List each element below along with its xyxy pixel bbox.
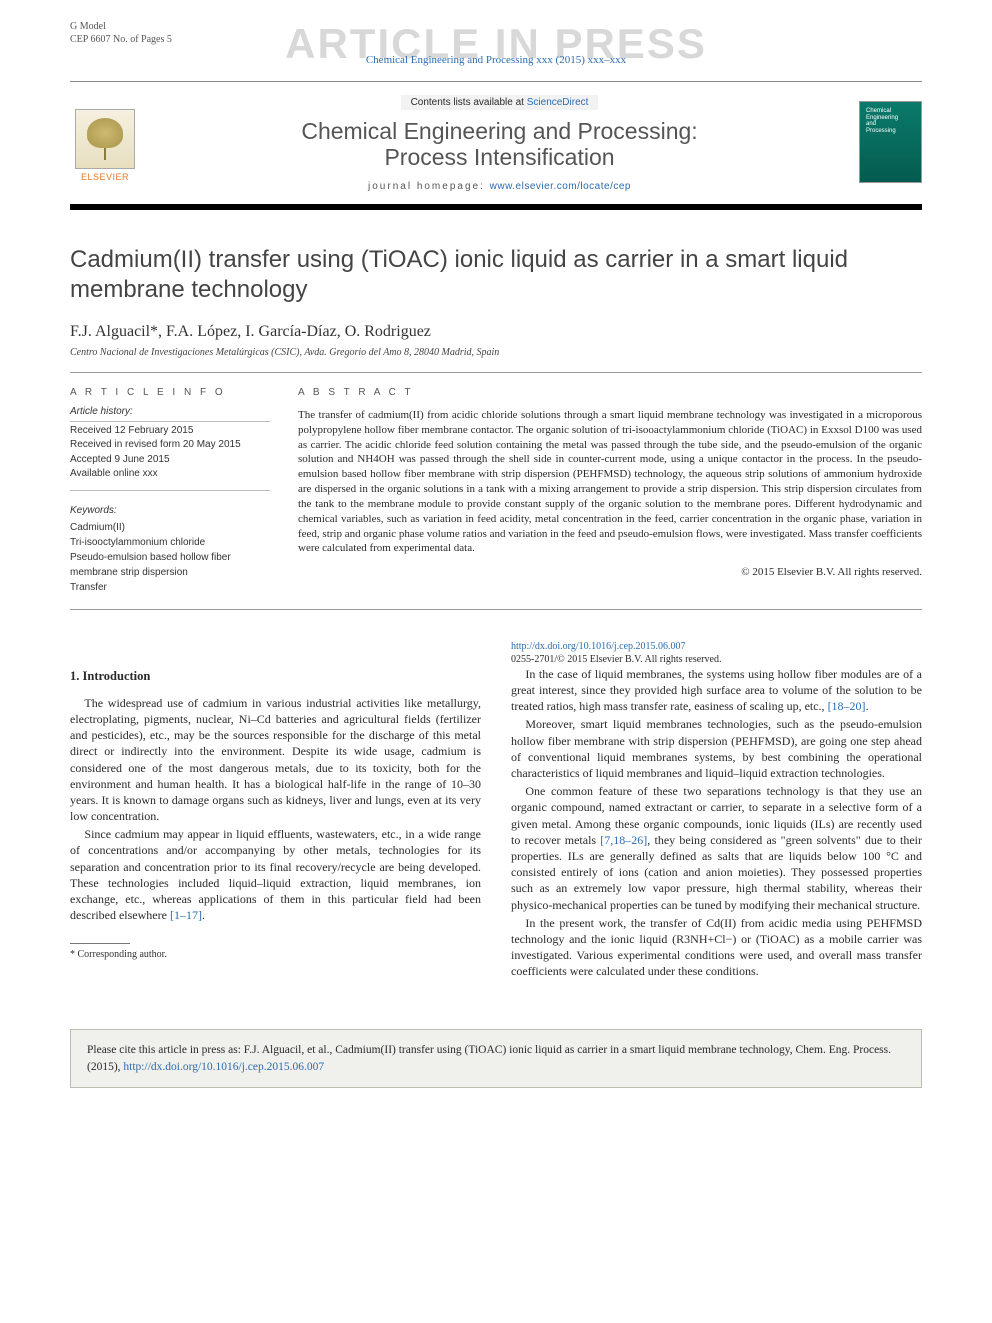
article-info-heading: A R T I C L E I N F O bbox=[70, 387, 270, 398]
ref-link[interactable]: [1–17] bbox=[170, 908, 202, 922]
history-heading: Article history: bbox=[70, 406, 270, 422]
keywords-heading: Keywords: bbox=[70, 503, 270, 518]
body-paragraph: Since cadmium may appear in liquid efflu… bbox=[70, 826, 481, 923]
journal-header-box: ELSEVIER Contents lists available at Sci… bbox=[70, 81, 922, 210]
cite-box-doi-link[interactable]: http://dx.doi.org/10.1016/j.cep.2015.06.… bbox=[123, 1061, 324, 1073]
body-paragraph: The widespread use of cadmium in various… bbox=[70, 695, 481, 825]
p3-post: . bbox=[866, 699, 869, 713]
running-citation: Chemical Engineering and Processing xxx … bbox=[70, 54, 922, 66]
cover-thumb-text: Chemical Engineering and Processing bbox=[866, 108, 898, 134]
history-line: Received 12 February 2015 bbox=[70, 424, 270, 439]
journal-homepage-line: journal homepage: www.elsevier.com/locat… bbox=[150, 181, 849, 192]
info-abstract-row: A R T I C L E I N F O Article history: R… bbox=[70, 387, 922, 595]
abstract-heading: A B S T R A C T bbox=[298, 387, 922, 398]
body-paragraph: In the present work, the transfer of Cd(… bbox=[511, 915, 922, 980]
ref-link[interactable]: [18–20] bbox=[828, 699, 866, 713]
abstract-text: The transfer of cadmium(II) from acidic … bbox=[298, 408, 922, 556]
p2-post: . bbox=[202, 908, 205, 922]
keyword: Cadmium(II) bbox=[70, 520, 270, 535]
doi-block: http://dx.doi.org/10.1016/j.cep.2015.06.… bbox=[511, 640, 922, 666]
body-paragraph: In the case of liquid membranes, the sys… bbox=[511, 666, 922, 715]
elsevier-tree-icon bbox=[75, 109, 135, 169]
issn-line: 0255-2701/© 2015 Elsevier B.V. All right… bbox=[511, 654, 721, 665]
abstract-col: A B S T R A C T The transfer of cadmium(… bbox=[298, 387, 922, 595]
keyword: Transfer bbox=[70, 580, 270, 595]
body-paragraph: One common feature of these two separati… bbox=[511, 783, 922, 913]
p2-pre: Since cadmium may appear in liquid efflu… bbox=[70, 827, 481, 922]
body-columns: 1. Introduction The widespread use of ca… bbox=[70, 640, 922, 980]
history-line: Received in revised form 20 May 2015 bbox=[70, 438, 270, 453]
divider bbox=[70, 372, 922, 373]
keywords-block: Keywords: Cadmium(II) Tri-isooctylammoni… bbox=[70, 503, 270, 595]
journal-home-link[interactable]: www.elsevier.com/locate/cep bbox=[490, 181, 631, 192]
cite-this-article-box: Please cite this article in press as: F.… bbox=[70, 1029, 922, 1087]
journal-home-pre: journal homepage: bbox=[368, 181, 490, 192]
footnote-separator bbox=[70, 943, 130, 944]
authors-line: F.J. Alguacil*, F.A. López, I. García-Dí… bbox=[70, 323, 922, 341]
history-lines: Received 12 February 2015 Received in re… bbox=[70, 424, 270, 491]
elsevier-wordmark: ELSEVIER bbox=[81, 172, 129, 182]
corresponding-footnote: * Corresponding author. bbox=[70, 948, 481, 962]
history-line: Available online xxx bbox=[70, 467, 270, 482]
keyword: Tri-isooctylammonium chloride bbox=[70, 535, 270, 550]
divider bbox=[70, 609, 922, 610]
body-paragraph: Moreover, smart liquid membranes technol… bbox=[511, 716, 922, 781]
affiliation: Centro Nacional de Investigaciones Metal… bbox=[70, 347, 922, 358]
article-info-col: A R T I C L E I N F O Article history: R… bbox=[70, 387, 270, 595]
contents-lists-bar: Contents lists available at ScienceDirec… bbox=[401, 95, 599, 110]
journal-title: Chemical Engineering and Processing: Pro… bbox=[150, 118, 849, 171]
keyword: Pseudo-emulsion based hollow fiber membr… bbox=[70, 550, 270, 580]
section-heading: 1. Introduction bbox=[70, 668, 481, 685]
contents-lists-pre: Contents lists available at bbox=[411, 97, 527, 108]
doi-link[interactable]: http://dx.doi.org/10.1016/j.cep.2015.06.… bbox=[511, 641, 686, 652]
journal-cover-thumb: Chemical Engineering and Processing bbox=[859, 101, 922, 183]
article-title: Cadmium(II) transfer using (TiOAC) ionic… bbox=[70, 245, 922, 305]
sciencedirect-link[interactable]: ScienceDirect bbox=[527, 97, 589, 108]
elsevier-logo: ELSEVIER bbox=[70, 102, 140, 182]
history-line: Accepted 9 June 2015 bbox=[70, 453, 270, 468]
journal-center: Contents lists available at ScienceDirec… bbox=[140, 92, 859, 192]
abstract-copyright: © 2015 Elsevier B.V. All rights reserved… bbox=[298, 566, 922, 578]
authors-text: F.J. Alguacil*, F.A. López, I. García-Dí… bbox=[70, 323, 431, 340]
ref-link[interactable]: [7,18–26] bbox=[600, 833, 647, 847]
